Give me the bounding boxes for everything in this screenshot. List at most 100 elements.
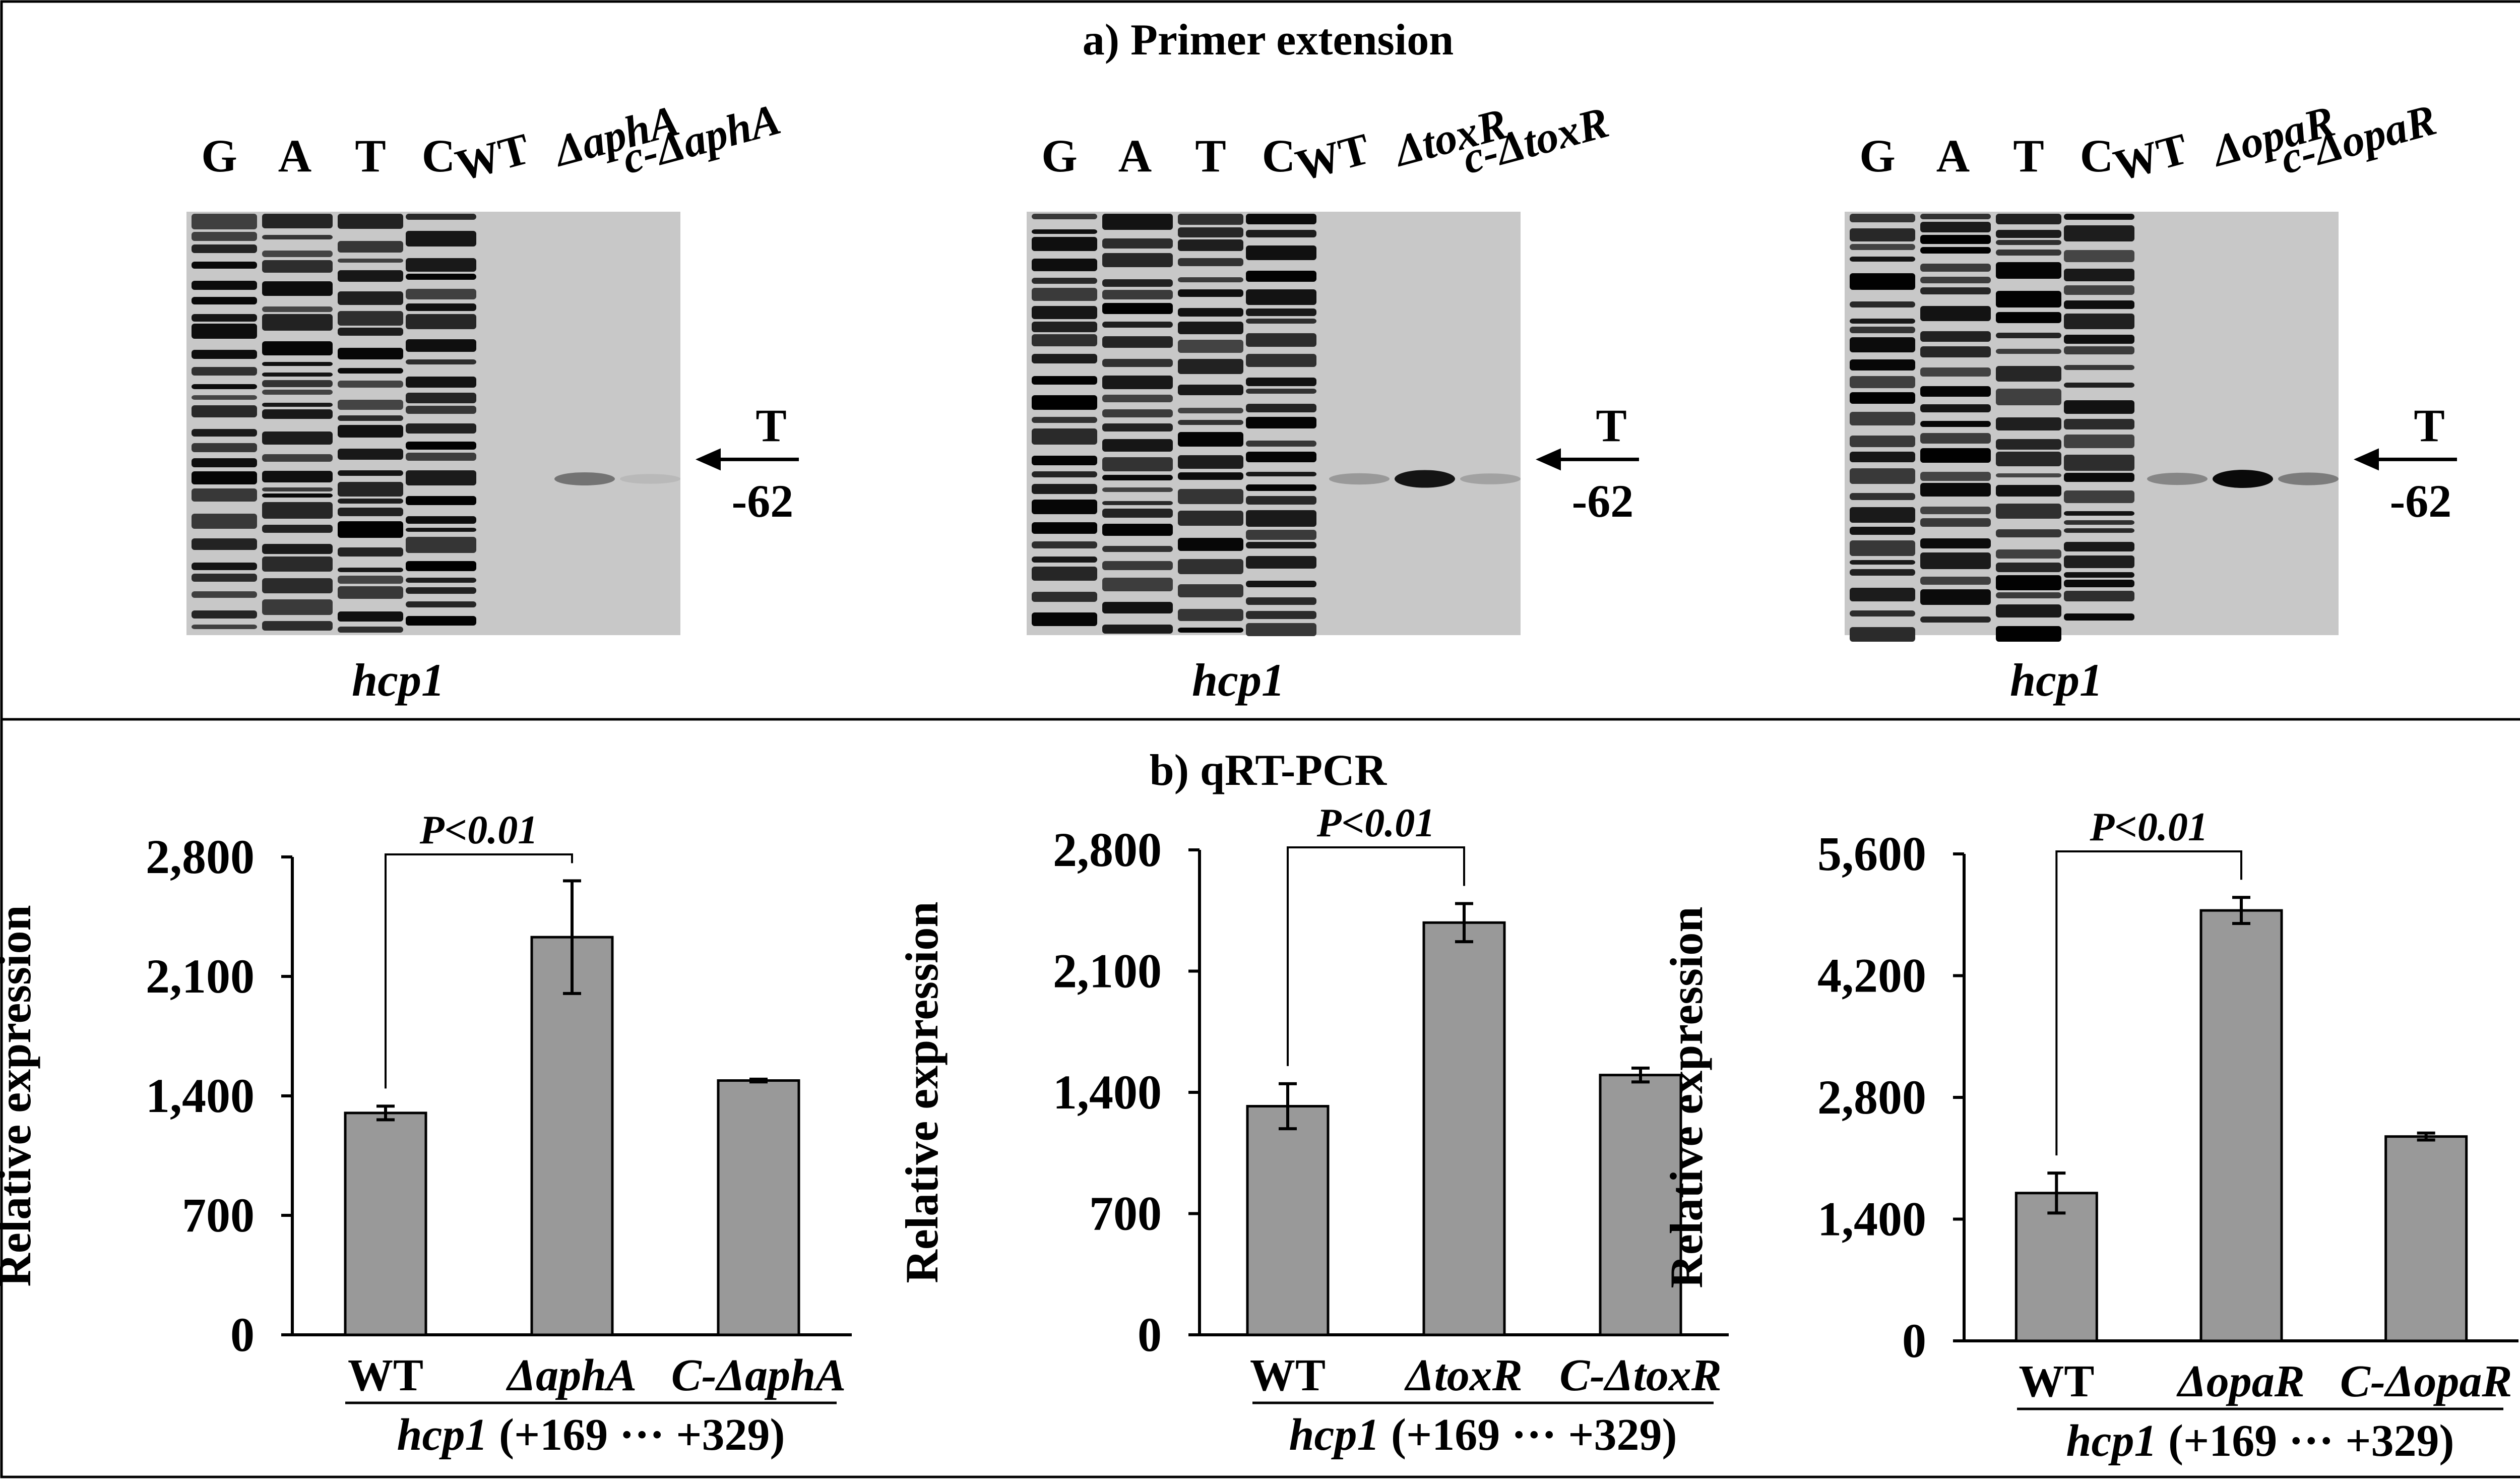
ladder-band [192,471,257,484]
ladder-band [1920,346,1991,357]
ladder-band [1920,577,1991,585]
ladder-band [192,367,257,376]
ladder-band [1102,578,1173,591]
lane-label: T [1195,130,1226,181]
ladder-band [406,274,476,280]
ladder-band [192,281,257,290]
region-label: hcp1 (+169 ··· +329) [397,1410,785,1460]
ladder-band [406,616,476,626]
ladder-band [1246,530,1316,540]
ladder-band [1920,433,1991,444]
ladder-band [406,453,476,461]
ladder-band [1102,524,1173,536]
tss-base-label: T [1596,400,1626,451]
lane-label-wt: WT [451,125,535,191]
ladder-band [1178,472,1243,480]
ladder-band [262,314,333,331]
ladder-band [1246,289,1316,305]
ladder-band [1178,239,1243,251]
ladder-band [2064,225,2134,241]
bar [2384,1135,2468,1342]
ladder-band [1996,291,2061,307]
region-label: hcp1 (+169 ··· +329) [2066,1416,2454,1466]
ladder-band [406,289,476,299]
ladder-band [1920,421,1991,427]
ladder-band [406,578,476,583]
ladder-band [1246,623,1316,636]
ladder-band [1246,333,1316,347]
ladder-band [1850,244,1915,250]
ladder-band [1850,337,1915,352]
region-gene: hcp1 [2066,1416,2157,1466]
category-label: C-ΔopaR [2340,1356,2512,1406]
ladder-band [1102,279,1173,287]
tss-base-label: T [755,400,786,451]
gene-label: hcp1 [352,654,445,706]
ladder-band [1850,327,1915,333]
ladder-band [1850,273,1915,290]
ladder-band [2064,335,2134,344]
ladder-band [1178,258,1243,266]
ladder-band [1850,569,1915,576]
ladder-band [1850,359,1915,371]
ladder-band [1996,250,2061,256]
y-tick-label: 2,800 [146,830,255,884]
ladder-band [338,328,403,336]
ladder-band [1850,627,1915,642]
ladder-band [1996,626,2061,642]
tss-position-label: -62 [1572,475,1634,527]
bar [1599,1074,1682,1336]
category-label: C-ΔaphA [671,1350,846,1400]
ladder-band [1178,340,1243,353]
ladder-band [1920,518,1991,527]
y-tick-label: 700 [182,1188,255,1242]
ladder-band [1996,604,2061,618]
ladder-band [1920,331,1991,342]
y-tick-label: 2,800 [1817,1070,1926,1124]
ladder-band [1102,322,1173,328]
ladder-band [262,502,333,519]
ladder-band [1102,546,1173,552]
ladder-band [262,578,333,593]
y-axis-label: Relative expression [896,901,948,1283]
region-range: (+169 ··· +329) [487,1410,785,1460]
ladder-band [1246,404,1316,412]
ladder-band [1102,487,1173,492]
ladder-band [2064,400,2134,414]
ladder-band [1032,322,1097,332]
ladder-band [1102,336,1173,348]
ladder-band [2064,572,2134,578]
ladder-band [1032,557,1097,563]
sample-band [620,474,680,484]
ladder-band [338,381,403,388]
ladder-band [1102,409,1173,417]
ladder-band [1996,230,2061,238]
ladder-band [262,493,333,498]
ladder-band [1920,483,1991,497]
bar-chart-toxR: 0 700 1,400 2,100 2,800 Relative expression WT… [896,801,1729,1460]
ladder-band [1850,257,1915,262]
lane-label: G [1041,130,1078,181]
ladder-band [1032,334,1097,346]
ladder-band [262,373,333,377]
ladder-band [192,563,257,570]
ladder-band [406,516,476,524]
ladder-band [1102,501,1173,505]
significance-bracket [385,853,573,1089]
ladder-band [192,314,257,322]
ladder-band [1032,229,1097,234]
ladder-band [1996,366,2061,382]
ladder-band [1850,376,1915,388]
sample-band [554,472,615,486]
ladder-band [1102,376,1173,389]
ladder-band [1996,389,2061,405]
ladder-band [1850,452,1915,462]
ladder-band [1178,628,1243,633]
region-range: (+169 ··· +329) [1379,1410,1677,1460]
ladder-band [192,262,257,269]
ladder-band [262,525,333,533]
ladder-band [262,390,333,395]
